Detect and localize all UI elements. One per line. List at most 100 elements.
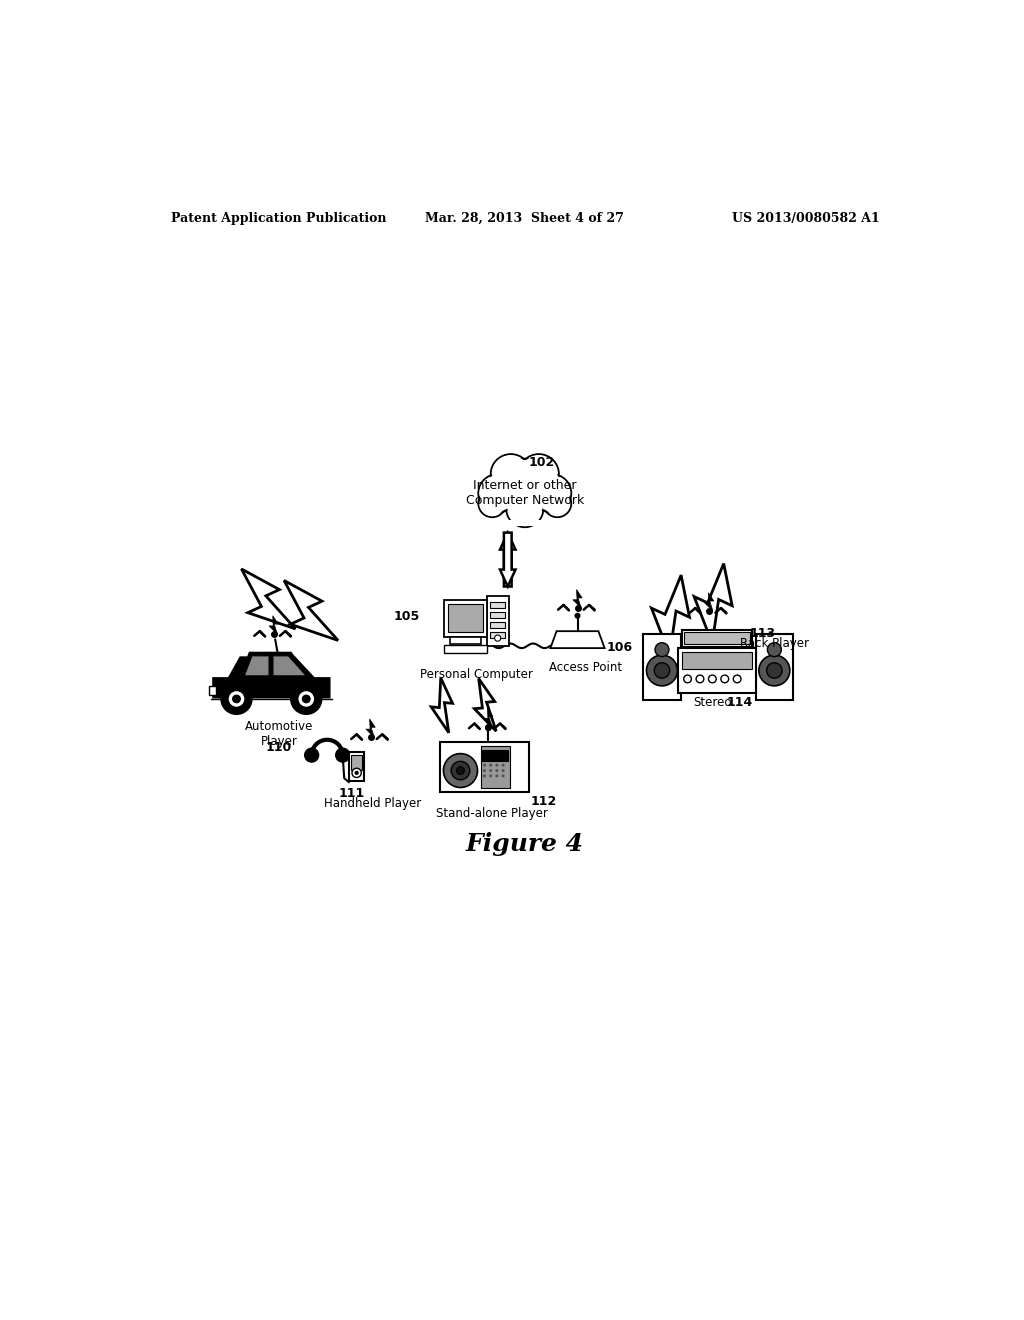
Circle shape [478,490,506,517]
Circle shape [500,458,550,508]
Circle shape [709,675,716,682]
Text: Access Point: Access Point [549,661,622,675]
Polygon shape [572,590,583,609]
FancyArrow shape [500,533,515,586]
Polygon shape [550,631,604,648]
Circle shape [502,770,505,772]
Bar [489,622,506,628]
Bar [480,746,510,788]
Circle shape [452,762,470,780]
Circle shape [508,491,542,525]
Circle shape [489,770,493,772]
Circle shape [479,491,505,516]
Circle shape [502,763,505,767]
Circle shape [489,763,493,767]
Circle shape [232,696,241,702]
Circle shape [228,690,245,708]
Circle shape [646,655,678,686]
Circle shape [486,726,490,730]
Text: 105: 105 [394,610,420,623]
Text: Stand-alone Player: Stand-alone Player [436,807,548,820]
Bar [489,632,506,638]
Circle shape [520,455,557,492]
Circle shape [721,675,729,682]
Circle shape [502,775,505,777]
Bar [489,612,506,618]
Polygon shape [483,708,493,726]
Polygon shape [213,657,330,697]
Text: 102: 102 [528,455,555,469]
Circle shape [545,491,570,516]
Text: Mar. 28, 2013  Sheet 4 of 27: Mar. 28, 2013 Sheet 4 of 27 [425,213,625,224]
Text: Handheld Player: Handheld Player [324,797,421,810]
Circle shape [483,763,486,767]
Circle shape [302,696,310,702]
Text: Rack Player: Rack Player [740,638,809,651]
Circle shape [767,643,781,656]
Bar [682,630,752,647]
Bar [482,750,508,762]
Polygon shape [705,593,714,611]
Text: Stereo: Stereo [693,696,732,709]
Bar [450,638,480,644]
Bar [209,686,216,696]
Circle shape [457,767,464,775]
Circle shape [506,490,544,527]
FancyArrow shape [500,533,515,586]
Polygon shape [366,719,375,738]
Circle shape [684,675,691,682]
Text: US 2013/0080582 A1: US 2013/0080582 A1 [732,213,880,224]
Bar [684,632,750,644]
Circle shape [291,684,322,714]
Circle shape [305,748,318,762]
Bar [351,755,362,770]
Text: Figure 4: Figure 4 [466,832,584,855]
Circle shape [544,490,571,517]
Circle shape [483,775,486,777]
Bar [489,602,506,609]
Circle shape [298,690,314,708]
Circle shape [575,614,580,618]
Circle shape [352,768,361,777]
Text: Internet or other
Computer Network: Internet or other Computer Network [466,479,584,507]
Bar [349,752,365,781]
Text: 111: 111 [338,787,365,800]
Bar [444,645,486,653]
Circle shape [489,775,493,777]
Circle shape [496,763,499,767]
Circle shape [490,454,531,494]
Bar [486,595,509,645]
Text: 110: 110 [266,741,292,754]
Text: 106: 106 [607,640,633,653]
Circle shape [496,770,499,772]
Circle shape [733,675,741,682]
Circle shape [479,475,516,511]
Polygon shape [273,656,306,676]
Bar [444,601,486,638]
Circle shape [483,770,486,772]
Polygon shape [245,656,269,676]
Polygon shape [241,653,310,678]
Circle shape [759,655,790,686]
Bar [502,520,548,527]
Circle shape [655,643,669,656]
Text: Personal Computer: Personal Computer [420,668,534,681]
Circle shape [495,635,501,642]
Text: 114: 114 [726,696,753,709]
Circle shape [518,454,559,494]
Circle shape [221,684,252,714]
Circle shape [355,771,358,775]
Circle shape [478,474,517,512]
Bar [440,742,529,792]
Text: Patent Application Publication: Patent Application Publication [171,213,386,224]
Bar [678,648,756,693]
Circle shape [493,455,529,492]
Bar [756,635,793,700]
Circle shape [654,663,670,678]
Bar [682,652,752,669]
Bar [643,635,681,700]
Circle shape [534,475,570,511]
Bar [449,605,483,632]
Circle shape [502,461,548,507]
Circle shape [696,675,703,682]
